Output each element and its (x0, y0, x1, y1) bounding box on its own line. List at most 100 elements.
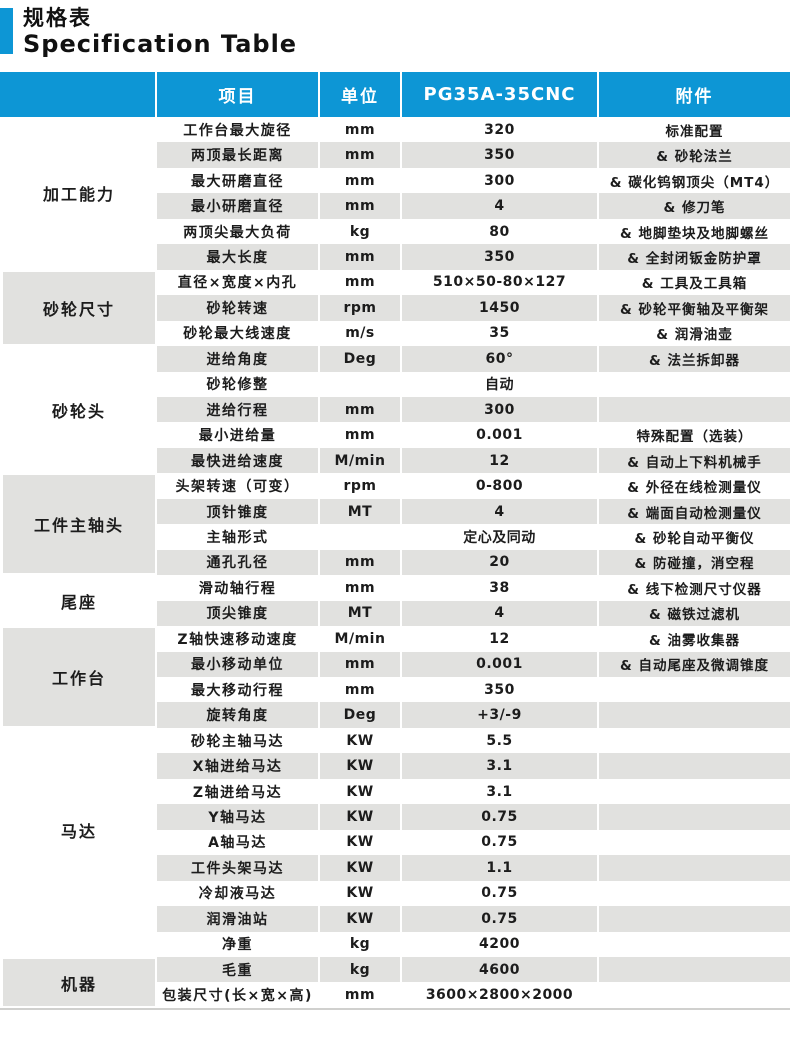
unit-cell: KW (320, 753, 400, 779)
section-cell: 机器 (0, 932, 155, 1008)
accessory-cell: & 地脚垫块及地脚螺丝 (599, 218, 790, 245)
value-cell: 定心及同动 (402, 524, 597, 550)
title-texts: 规格表 Specification Table (23, 6, 298, 58)
accessory-cell: & 外径在线检测量仪 (599, 473, 790, 499)
table-row: 主轴形式 定心及同动 & 砂轮自动平衡仪 (157, 524, 790, 550)
unit-cell: rpm (320, 473, 400, 499)
page-title: 规格表 Specification Table (0, 8, 297, 56)
accessory-cell: & 磁铁过滤机 (599, 600, 790, 627)
unit-cell: MT (320, 498, 400, 525)
accessory-cell (599, 906, 790, 932)
section-cell: 工件主轴头 (0, 473, 155, 575)
table-row: 砂轮转速 rpm 1450 & 砂轮平衡轴及平衡架 (157, 295, 790, 321)
header-cell-empty (0, 72, 155, 117)
section-cell: 加工能力 (0, 117, 155, 270)
section-label: 加工能力 (42, 185, 115, 205)
unit-cell: Deg (320, 346, 400, 372)
unit-cell: M/min (320, 626, 400, 652)
table-row: 最快进给速度 M/min 12 & 自动上下料机械手 (157, 447, 790, 474)
unit-cell: kg (320, 956, 400, 983)
value-cell: 5.5 (402, 727, 597, 754)
value-cell: 350 (402, 244, 597, 270)
table-row: 两顶最长距离 mm 350 & 砂轮法兰 (157, 142, 790, 168)
value-cell: 0.75 (402, 804, 597, 830)
table-row: 头架转速（可变） rpm 0-800 & 外径在线检测量仪 (157, 473, 790, 499)
section-label: 砂轮尺寸 (42, 299, 115, 319)
table-row: 进给行程 mm 300 (157, 396, 790, 423)
value-cell: 300 (402, 167, 597, 194)
table-row: 直径×宽度×内孔 mm 510×50-80×127 & 工具及工具箱 (157, 269, 790, 296)
table-row: 冷却液马达 KW 0.75 (157, 880, 790, 907)
accessory-cell: & 修刀笔 (599, 193, 790, 219)
section-box (3, 628, 155, 726)
accessory-cell (599, 956, 790, 983)
section-label: 工件主轴头 (33, 516, 124, 536)
value-cell: 4 (402, 193, 597, 219)
unit-cell: MT (320, 600, 400, 627)
section-box (3, 271, 155, 345)
item-cell: 通孔孔径 (157, 549, 318, 576)
value-cell: 12 (402, 447, 597, 474)
section-label: 机器 (60, 974, 97, 994)
value-cell: 1.1 (402, 855, 597, 881)
accessory-cell: & 油雾收集器 (599, 626, 790, 652)
unit-cell: KW (320, 855, 400, 881)
specification-table: 项目 单位 PG35A-35CNC 附件 加工能力 砂轮尺寸 砂轮头 工件主轴头 尾座工… (0, 72, 790, 1011)
accessory-cell: & 润滑油壶 (599, 320, 790, 347)
item-cell: 最大移动行程 (157, 676, 318, 703)
header-cell-unit: 单位 (320, 72, 400, 117)
item-cell: 包装尺寸(长×宽×高) (157, 982, 318, 1008)
table-row: 包装尺寸(长×宽×高) mm 3600×2800×2000 (157, 982, 790, 1008)
item-cell: Z轴进给马达 (157, 778, 318, 805)
unit-cell: mm (320, 269, 400, 296)
value-cell: 0.75 (402, 829, 597, 856)
page-title-en: Specification Table (23, 30, 298, 58)
unit-cell: KW (320, 727, 400, 754)
unit-cell: mm (320, 244, 400, 270)
value-cell: 4 (402, 498, 597, 525)
section-label: 工作台 (51, 669, 106, 689)
unit-cell: mm (320, 167, 400, 194)
table-row: 顶针锥度 MT 4 & 端面自动检测量仪 (157, 498, 790, 525)
value-cell: 80 (402, 218, 597, 245)
unit-cell: mm (320, 422, 400, 448)
table-row: 最小研磨直径 mm 4 & 修刀笔 (157, 193, 790, 219)
item-cell: A轴马达 (157, 829, 318, 856)
table-row: A轴马达 KW 0.75 (157, 829, 790, 856)
unit-cell: mm (320, 117, 400, 143)
accessory-cell: & 自动上下料机械手 (599, 447, 790, 474)
section-cell: 马达 (0, 728, 155, 932)
accessory-cell (599, 702, 790, 728)
item-cell: X轴进给马达 (157, 753, 318, 779)
table-row: X轴进给马达 KW 3.1 (157, 753, 790, 779)
table-row: 工件头架马达 KW 1.1 (157, 855, 790, 881)
value-cell: 4600 (402, 956, 597, 983)
item-cell: 工件头架马达 (157, 855, 318, 881)
page-title-zh: 规格表 (23, 6, 92, 30)
section-label: 尾座 (60, 592, 97, 612)
item-cell: 最小研磨直径 (157, 193, 318, 219)
item-cell: 毛重 (157, 956, 318, 983)
accessory-cell (599, 371, 790, 397)
value-cell: 38 (402, 575, 597, 601)
value-cell: 3600×2800×2000 (402, 982, 597, 1008)
table-row: 最大长度 mm 350 & 全封闭钣金防护罩 (157, 244, 790, 270)
item-cell: 工作台最大旋径 (157, 117, 318, 143)
accessory-cell (599, 931, 790, 957)
table-row: 最小进给量 mm 0.001 特殊配置（选装） (157, 422, 790, 448)
item-cell: 滑动轴行程 (157, 575, 318, 601)
unit-cell: mm (320, 396, 400, 423)
value-cell: 12 (402, 626, 597, 652)
item-cell: Z轴快速移动速度 (157, 626, 318, 652)
accessory-cell (599, 804, 790, 830)
accessory-cell (599, 829, 790, 856)
value-cell: 3.1 (402, 753, 597, 779)
accessory-cell: & 砂轮法兰 (599, 142, 790, 168)
table-row: 两顶尖最大负荷 kg 80 & 地脚垫块及地脚螺丝 (157, 218, 790, 245)
unit-cell: mm (320, 193, 400, 219)
accessory-cell: & 防碰撞，消空程 (599, 549, 790, 576)
value-cell: 350 (402, 142, 597, 168)
section-cell: 砂轮头 (0, 346, 155, 473)
unit-cell: mm (320, 651, 400, 677)
value-cell: 0.001 (402, 651, 597, 677)
